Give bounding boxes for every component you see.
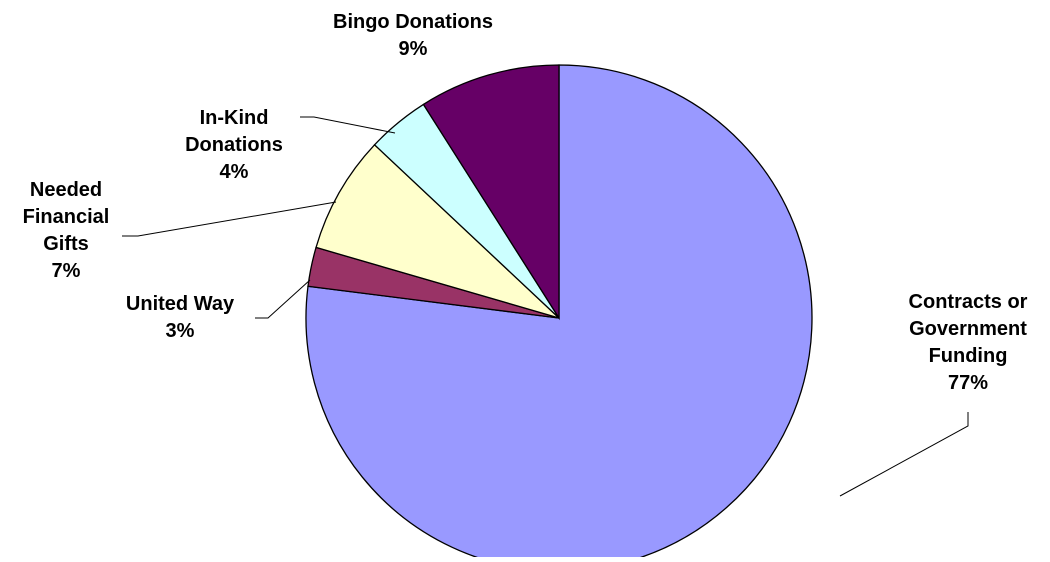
slice-label-line: Funding <box>929 345 1008 367</box>
slice-percent: 4% <box>220 161 249 183</box>
slice-label-line: Donations <box>185 134 283 156</box>
leader-line <box>255 279 311 319</box>
leader-line <box>300 116 396 134</box>
slice-label: Needed Financial Gifts 7% <box>23 179 110 282</box>
slice-percent: 77% <box>948 372 988 394</box>
pie-slice <box>422 64 560 321</box>
slice-label-line: Gifts <box>43 233 89 255</box>
slice-label-line: Bingo Donations <box>333 11 493 33</box>
slice-label-line: Needed <box>30 179 102 201</box>
slice-label: Contracts or Government Funding 77% <box>909 291 1028 394</box>
leader-line <box>122 201 337 237</box>
slice-label-line: In-Kind <box>200 107 269 129</box>
slice-label-line: United Way <box>126 293 235 315</box>
slice-label: In-Kind Donations 4% <box>185 107 283 183</box>
slice-percent: 9% <box>399 38 428 60</box>
slice-percent: 3% <box>166 320 195 342</box>
leader-line <box>839 412 969 497</box>
slice-percent: 7% <box>52 260 81 282</box>
slice-label-line: Government <box>909 318 1027 340</box>
pie-slice <box>315 143 560 319</box>
slice-label-line: Financial <box>23 206 110 228</box>
slice-label-line: Contracts or <box>909 291 1028 313</box>
slice-label: Bingo Donations 9% <box>333 11 493 60</box>
slice-label: United Way 3% <box>126 293 235 342</box>
